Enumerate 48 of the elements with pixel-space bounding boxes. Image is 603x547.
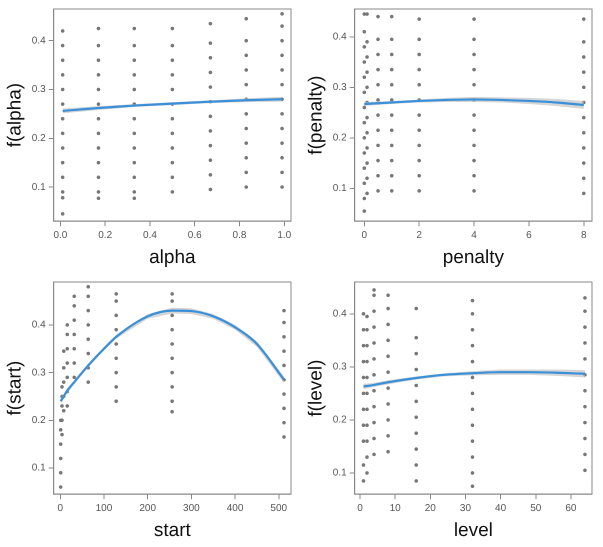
x-axis-title: penalty: [442, 246, 504, 268]
x-tick-label: 50: [530, 502, 542, 514]
x-axis-title: level: [454, 520, 493, 541]
y-tick-label: 0.2: [332, 132, 348, 144]
x-tick-label: 200: [139, 502, 156, 514]
y-tick-label: 0.4: [332, 308, 348, 320]
x-tick-label: 20: [424, 502, 436, 514]
x-tick-label: 60: [565, 502, 577, 514]
y-tick-label: 0.1: [332, 183, 348, 194]
y-tick-label: 0.3: [32, 367, 46, 378]
x-axis-title: alpha: [149, 246, 196, 268]
x-tick-label: 4: [471, 230, 478, 241]
y-axis-title: f(penalty): [306, 76, 327, 155]
x-tick-label: 30: [460, 502, 472, 514]
y-axis-title: f(alpha): [4, 82, 26, 148]
x-tick-label: 0: [357, 502, 364, 514]
x-tick-label: 10: [390, 502, 402, 514]
y-tick-label: 0.3: [32, 84, 46, 96]
y-tick-label: 0.4: [332, 32, 348, 43]
x-tick-label: 2: [416, 230, 422, 241]
y-tick-label: 0.2: [32, 415, 46, 426]
x-axis-title: start: [154, 520, 192, 541]
y-tick-label: 0.2: [32, 133, 46, 144]
y-tick-label: 0.3: [332, 82, 348, 94]
y-tick-label: 0.4: [32, 320, 46, 331]
x-tick-label: 0: [362, 230, 368, 241]
y-tick-label: 0.4: [32, 35, 46, 46]
x-tick-label: 0.2: [98, 230, 113, 241]
x-tick-label: 0.6: [188, 230, 202, 241]
x-tick-label: 40: [495, 502, 507, 514]
x-tick-label: 6: [526, 230, 532, 241]
x-tick-label: 0.4: [143, 230, 158, 241]
y-tick-label: 0.1: [32, 182, 46, 193]
x-tick-label: 100: [96, 502, 113, 514]
x-tick-label: 0.8: [232, 230, 247, 241]
x-tick-label: 1.0: [277, 230, 292, 241]
y-axis-title: f(start): [4, 360, 26, 416]
y-tick-label: 0.1: [332, 468, 348, 479]
y-tick-label: 0.2: [332, 414, 348, 426]
y-tick-label: 0.1: [32, 462, 46, 474]
x-tick-label: 0.0: [53, 230, 68, 241]
x-tick-label: 400: [226, 502, 244, 514]
x-tick-label: 300: [183, 502, 200, 514]
y-tick-label: 0.3: [332, 362, 348, 373]
x-tick-label: 8: [580, 230, 587, 241]
y-axis-title: f(level): [306, 360, 327, 417]
x-tick-label: 500: [270, 502, 288, 514]
x-tick-label: 0: [57, 502, 64, 514]
